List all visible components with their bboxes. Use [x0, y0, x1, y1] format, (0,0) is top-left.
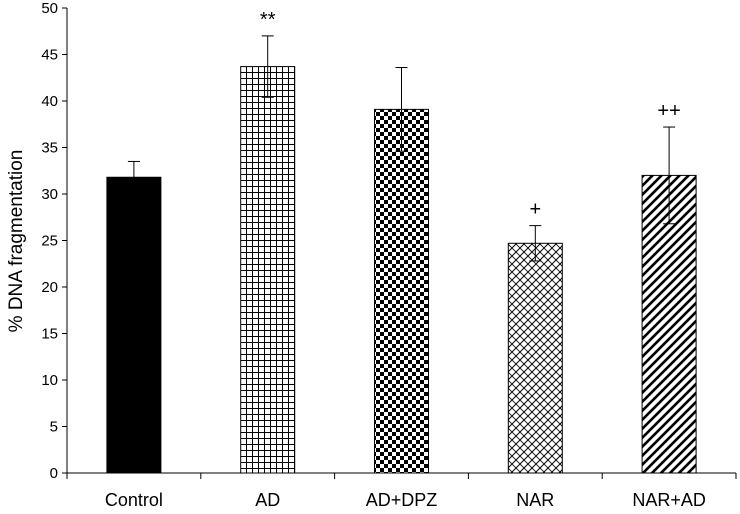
x-tick-label: AD — [255, 490, 280, 510]
y-tick-label: 35 — [41, 140, 58, 157]
x-tick-label: AD+DPZ — [366, 490, 438, 510]
error-bars — [127, 35, 676, 262]
error-bar — [663, 126, 676, 225]
bar-control — [106, 176, 162, 474]
bar-ad-dpz — [374, 108, 429, 474]
error-bar — [261, 35, 274, 98]
y-tick-label: 0 — [50, 465, 58, 482]
y-tick-label: 45 — [41, 47, 58, 64]
error-bar — [529, 225, 542, 262]
y-axis-title: % DNA fragmentation — [6, 150, 27, 333]
y-tick-label: 25 — [41, 233, 58, 250]
significance-mark: ++ — [657, 100, 680, 122]
bar-ad — [240, 66, 296, 474]
x-axis: Control AD AD+DPZ NAR NAR+AD — [66, 472, 737, 510]
significance-annotations: **+++ — [260, 9, 681, 221]
y-tick-label: 15 — [41, 326, 58, 343]
y-tick-label: 40 — [41, 93, 58, 110]
x-tick-label: NAR — [516, 490, 554, 510]
x-tick-label: Control — [105, 490, 163, 510]
y-axis: 0 5 10 15 20 25 30 35 40 45 50 — [41, 0, 68, 482]
significance-mark: ** — [260, 9, 276, 31]
x-tick-label: NAR+AD — [632, 490, 706, 510]
y-tick-label: 30 — [41, 186, 58, 203]
bar-nar-ad — [641, 174, 697, 474]
y-tick-label: 5 — [50, 419, 58, 436]
error-bar — [395, 67, 408, 152]
y-tick-label: 20 — [41, 279, 58, 296]
bar-nar — [507, 242, 563, 474]
y-tick-label: 50 — [41, 0, 58, 17]
y-tick-label: 10 — [41, 372, 58, 389]
significance-mark: + — [529, 199, 541, 221]
error-bar — [127, 160, 140, 194]
